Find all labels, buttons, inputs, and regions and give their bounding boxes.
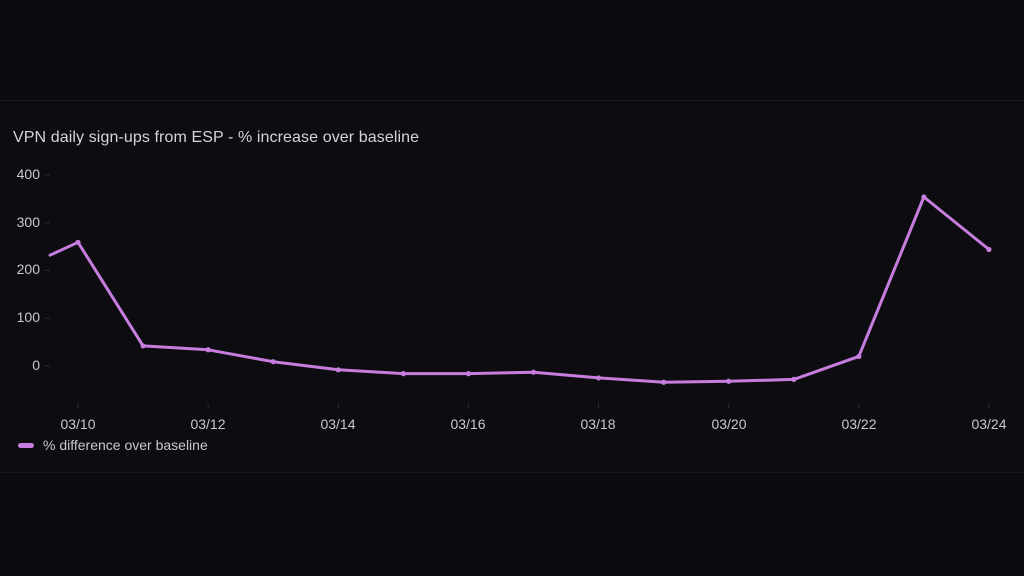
y-tick-400: 400 [16, 166, 40, 182]
x-tick-0310: 03/10 [60, 416, 96, 432]
chart-panel [0, 100, 1024, 473]
chart-title: VPN daily sign-ups from ESP - % increase… [13, 129, 420, 146]
y-tick-200: 200 [16, 261, 40, 277]
y-tick-100: 100 [16, 309, 40, 325]
x-tick-0324: 03/24 [971, 416, 1007, 432]
x-tick-0312: 03/12 [190, 416, 226, 432]
y-tick-0: 0 [32, 357, 40, 373]
x-tick-0314: 03/14 [320, 416, 356, 432]
legend-label: % difference over baseline [43, 437, 208, 453]
y-tick-300: 300 [16, 214, 40, 230]
x-tick-0316: 03/16 [450, 416, 486, 432]
series-line [48, 195, 991, 384]
legend-item[interactable]: % difference over baseline [18, 437, 208, 453]
x-tick-0318: 03/18 [580, 416, 616, 432]
series-points [75, 194, 992, 385]
legend-swatch-icon [18, 442, 34, 448]
x-tick-0320: 03/20 [711, 416, 747, 432]
x-tick-0322: 03/22 [841, 416, 877, 432]
